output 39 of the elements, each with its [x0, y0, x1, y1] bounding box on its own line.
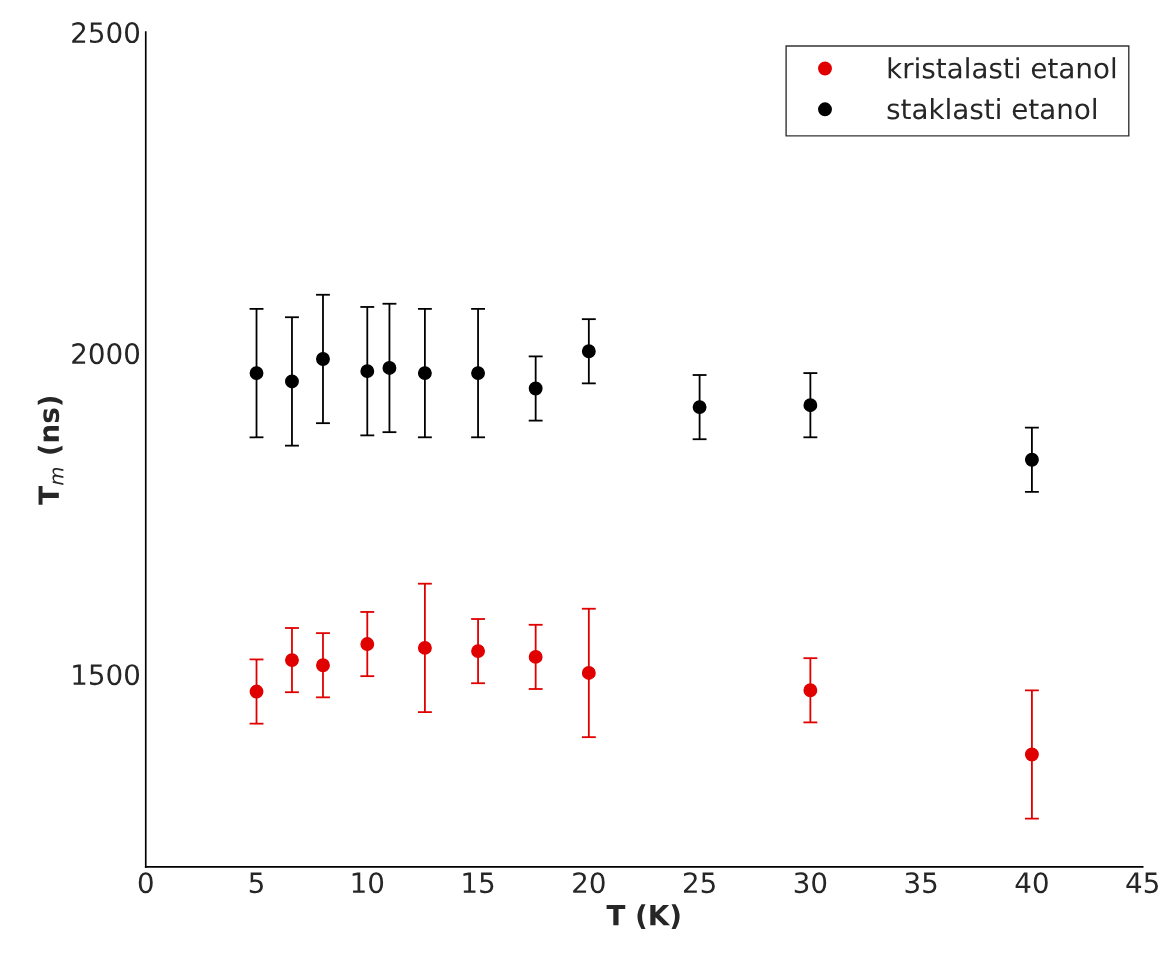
point: [692, 400, 707, 415]
x-tick-label: 15: [463, 872, 494, 894]
point: [285, 374, 299, 389]
point: [581, 344, 596, 359]
point: [382, 361, 397, 375]
x-tick-label: 0: [138, 872, 153, 894]
point: [316, 352, 330, 366]
legend-label: staklasti etanol: [887, 97, 1096, 120]
x-tick-label: 10: [352, 872, 384, 894]
x-tick-label: 30: [794, 872, 827, 894]
point: [1024, 452, 1039, 467]
legend-label: kristalasti etanol: [888, 57, 1116, 79]
point: [581, 666, 596, 680]
point: [471, 366, 486, 381]
point: [803, 398, 818, 413]
y-tick-label: 1500: [73, 664, 140, 686]
point: [471, 644, 486, 659]
point: [1024, 747, 1039, 762]
y-tick-label: 2500: [72, 22, 140, 44]
point: [417, 366, 432, 381]
x-tick-label: 45: [1126, 872, 1158, 894]
point: [316, 658, 330, 673]
point: [249, 684, 264, 699]
point: [803, 683, 818, 698]
y-tick-label: 2000: [72, 343, 140, 365]
point: [285, 653, 299, 668]
x-tick-label: 25: [683, 872, 715, 894]
x-tick-label: 40: [1015, 872, 1048, 894]
point: [360, 637, 375, 651]
x-tick-label: 20: [573, 872, 605, 894]
point: [528, 649, 543, 664]
x-tick-label: 35: [905, 872, 937, 894]
point: [360, 364, 375, 379]
point: [249, 366, 264, 381]
point: [528, 381, 543, 396]
x-axis-title: T (K): [606, 904, 680, 929]
x-tick-label: 5: [249, 872, 263, 894]
y-axis-title: T$_{m}$ (ns): [37, 396, 64, 505]
point: [417, 640, 432, 655]
